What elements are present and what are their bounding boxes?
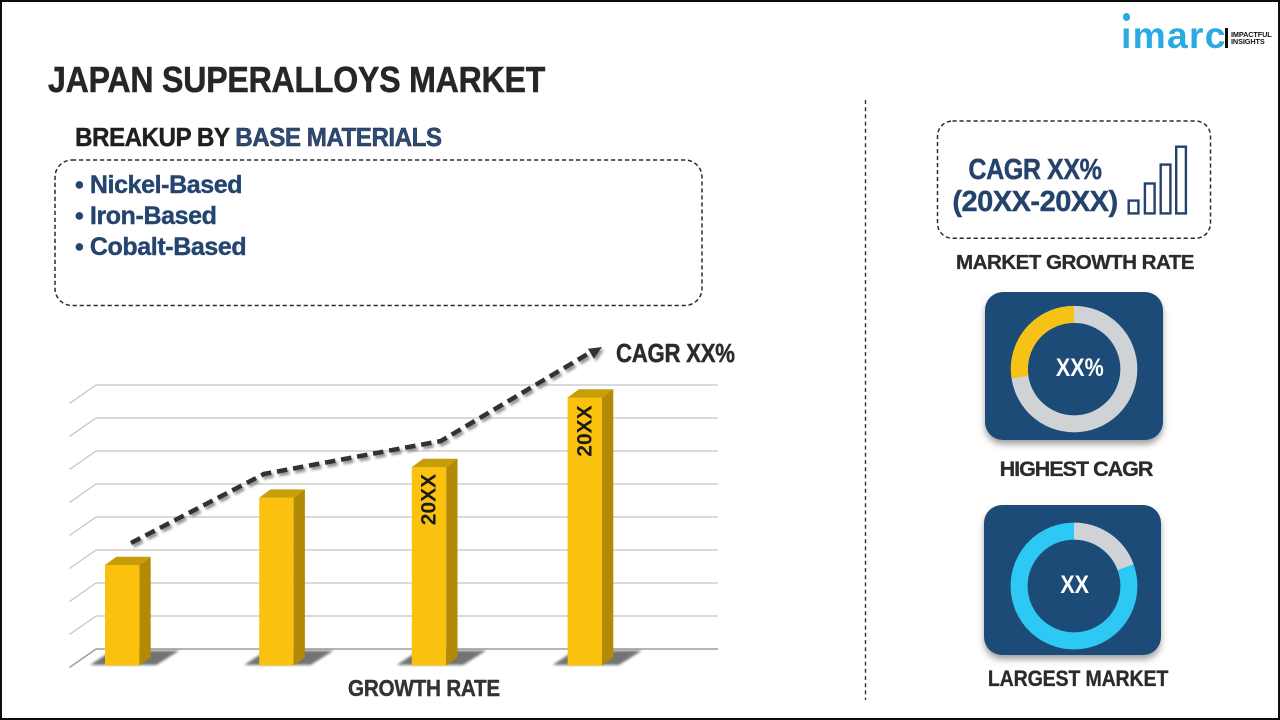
- svg-text:20XX: 20XX: [574, 405, 597, 456]
- svg-text:20XX: 20XX: [418, 474, 441, 525]
